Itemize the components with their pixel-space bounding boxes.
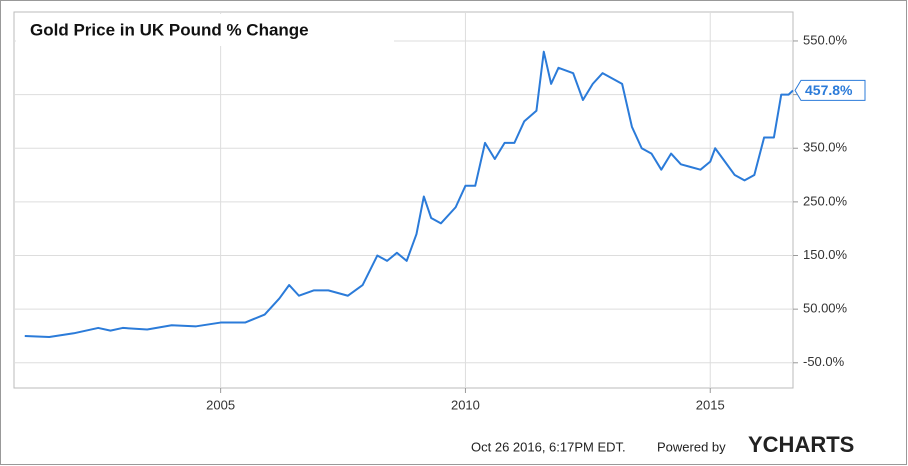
powered-by: Powered by [657, 439, 726, 454]
y-tick-label: 550.0% [803, 32, 848, 47]
y-tick-label: 250.0% [803, 193, 848, 208]
chart-title: Gold Price in UK Pound % Change [30, 20, 309, 39]
last-value-pointer [794, 79, 866, 101]
x-tick-label: 2005 [206, 397, 235, 412]
timestamp: Oct 26 2016, 6:17PM EDT. [471, 439, 626, 454]
plot-area [13, 11, 794, 389]
last-value-label: 457.8% [805, 82, 853, 98]
y-tick-label: 150.0% [803, 247, 848, 262]
title-box [16, 14, 394, 46]
x-tick-label: 2010 [451, 397, 480, 412]
y-tick-label: 350.0% [803, 140, 848, 155]
y-tick-label: -50.0% [803, 354, 845, 369]
x-tick-label: 2015 [696, 397, 725, 412]
brand-logo: YCHARTS [748, 432, 854, 457]
series-line [24, 50, 794, 339]
y-tick-label: 50.00% [803, 301, 848, 316]
